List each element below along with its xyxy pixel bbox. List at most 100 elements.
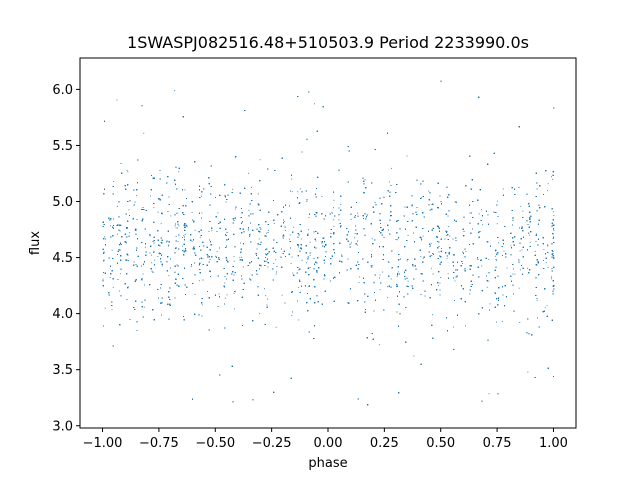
data-point bbox=[298, 246, 299, 248]
data-point bbox=[506, 267, 508, 269]
data-point bbox=[413, 355, 415, 357]
data-point bbox=[225, 201, 227, 203]
data-point bbox=[266, 260, 268, 262]
data-point bbox=[151, 254, 152, 256]
data-point bbox=[117, 205, 118, 207]
data-point bbox=[184, 233, 186, 235]
data-point bbox=[501, 320, 503, 322]
data-point bbox=[331, 211, 333, 213]
data-point bbox=[359, 276, 361, 278]
data-point bbox=[309, 254, 311, 256]
data-point bbox=[364, 179, 366, 181]
data-point bbox=[406, 155, 408, 157]
data-point bbox=[420, 256, 422, 258]
data-point bbox=[357, 212, 358, 214]
data-point bbox=[519, 250, 521, 252]
data-point bbox=[257, 193, 259, 195]
data-point bbox=[553, 230, 555, 231]
data-point bbox=[198, 264, 200, 266]
scatter-points bbox=[102, 80, 555, 406]
data-point bbox=[168, 245, 169, 247]
data-point bbox=[282, 235, 284, 237]
data-point bbox=[116, 99, 118, 101]
data-point bbox=[387, 261, 389, 263]
data-point bbox=[235, 208, 236, 210]
data-point bbox=[191, 212, 193, 213]
data-point bbox=[142, 273, 144, 275]
data-point bbox=[351, 242, 352, 244]
data-point bbox=[441, 248, 442, 249]
data-point bbox=[290, 263, 292, 264]
data-point bbox=[547, 190, 548, 192]
data-point bbox=[333, 207, 334, 209]
data-point bbox=[422, 235, 424, 237]
data-point bbox=[454, 280, 456, 282]
data-point bbox=[265, 248, 266, 250]
data-point bbox=[242, 266, 244, 268]
data-point bbox=[529, 241, 531, 243]
data-point bbox=[536, 264, 538, 266]
data-point bbox=[445, 235, 447, 236]
data-point bbox=[239, 256, 241, 258]
data-point bbox=[358, 282, 360, 284]
data-point bbox=[284, 221, 286, 222]
data-point bbox=[198, 280, 200, 282]
data-point bbox=[153, 252, 154, 253]
data-point bbox=[482, 224, 483, 226]
data-point bbox=[129, 232, 131, 234]
data-point bbox=[514, 273, 516, 275]
data-point bbox=[291, 191, 293, 193]
data-point bbox=[127, 171, 129, 173]
data-point bbox=[143, 132, 145, 134]
data-point bbox=[422, 257, 424, 259]
data-point bbox=[432, 314, 433, 316]
data-point bbox=[371, 238, 373, 240]
data-point bbox=[522, 210, 524, 212]
data-point bbox=[240, 242, 241, 244]
data-point bbox=[291, 315, 293, 317]
data-point bbox=[125, 242, 127, 244]
data-point bbox=[338, 219, 340, 221]
data-point bbox=[350, 218, 352, 220]
data-point bbox=[439, 282, 441, 284]
data-point bbox=[233, 260, 235, 262]
data-point bbox=[111, 309, 113, 311]
data-point bbox=[174, 90, 176, 92]
data-point bbox=[208, 231, 210, 232]
data-point bbox=[407, 280, 409, 282]
data-point bbox=[498, 297, 500, 298]
data-point bbox=[486, 286, 488, 288]
data-point bbox=[354, 233, 356, 234]
data-point bbox=[293, 226, 295, 228]
data-point bbox=[128, 260, 129, 261]
data-point bbox=[536, 233, 538, 235]
data-point bbox=[218, 293, 220, 295]
data-point bbox=[264, 288, 265, 290]
data-point bbox=[112, 286, 114, 288]
data-point bbox=[308, 229, 309, 231]
data-point bbox=[496, 223, 498, 225]
data-point bbox=[273, 223, 275, 224]
data-point bbox=[545, 262, 547, 264]
data-point bbox=[265, 249, 267, 251]
data-point bbox=[382, 271, 384, 273]
data-point bbox=[234, 157, 236, 159]
data-point bbox=[528, 232, 530, 234]
data-point bbox=[289, 234, 291, 236]
data-point bbox=[440, 277, 442, 278]
data-point bbox=[497, 200, 498, 202]
data-point bbox=[534, 250, 536, 252]
data-point bbox=[177, 241, 179, 243]
data-point bbox=[309, 241, 311, 243]
data-point bbox=[547, 183, 549, 185]
data-point bbox=[527, 267, 528, 269]
data-point bbox=[446, 258, 448, 260]
data-point bbox=[216, 251, 218, 253]
data-point bbox=[297, 191, 299, 193]
data-point bbox=[446, 232, 447, 234]
data-point bbox=[301, 259, 303, 261]
data-point bbox=[314, 103, 315, 105]
data-point bbox=[174, 225, 176, 227]
data-point bbox=[201, 304, 203, 306]
